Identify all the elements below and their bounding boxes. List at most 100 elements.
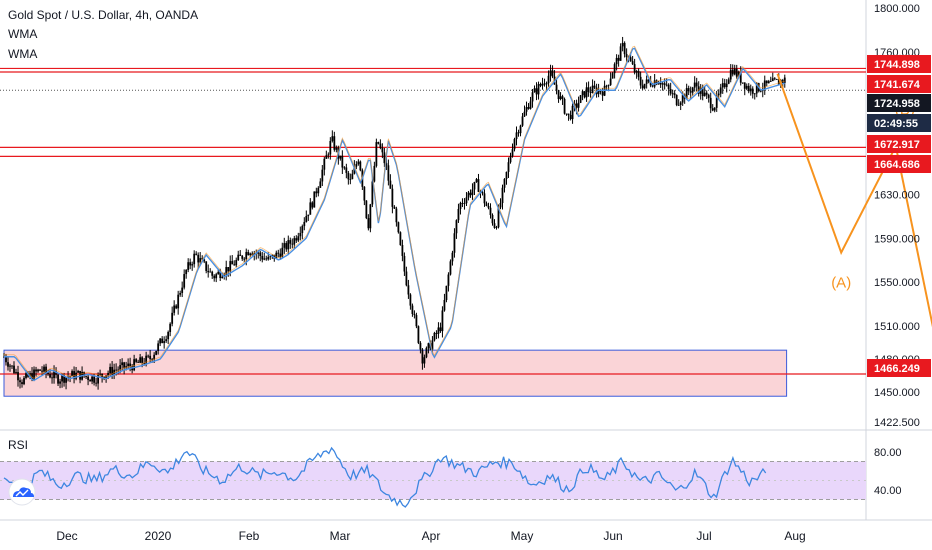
candle-body-216: [435, 332, 438, 334]
candle-body-180: [363, 186, 366, 201]
candle-body-387: [777, 79, 780, 85]
indicator-wma-2: WMA: [8, 47, 38, 61]
candle-body-111: [225, 267, 228, 275]
candle-body-91: [185, 269, 188, 275]
candle-body-1: [5, 356, 7, 363]
x-tick-label-3: Mar: [330, 529, 351, 543]
price-label-box-5: [867, 155, 931, 173]
candle-body-63: [129, 363, 132, 367]
candle-body-204: [411, 305, 414, 314]
candle-body-81: [165, 339, 168, 342]
candle-body-89: [181, 287, 184, 293]
y-tick-label-8: 1422.500: [874, 417, 920, 429]
x-tick-label-5: May: [511, 529, 534, 543]
candle-body-224: [451, 252, 454, 262]
candle-body-244: [491, 215, 494, 224]
candle-body-335: [673, 93, 676, 96]
candle-body-257: [517, 132, 520, 134]
candle-body-375: [753, 93, 756, 95]
candle-body-352: [707, 94, 710, 98]
candle-body-284: [571, 105, 574, 120]
candle-body-282: [567, 113, 570, 115]
candle-body-96: [195, 253, 198, 255]
candle-body-313: [629, 57, 632, 62]
candle-body-129: [261, 256, 264, 260]
candle-body-28: [59, 381, 61, 384]
candle-body-11: [25, 373, 27, 378]
candle-body-236: [475, 179, 478, 183]
candle-body-319: [641, 85, 644, 89]
candle-body-58: [119, 365, 122, 370]
candle-body-264: [531, 92, 534, 102]
candle-body-43: [89, 379, 91, 382]
candle-body-212: [427, 343, 430, 348]
candle-body-278: [559, 96, 562, 100]
candle-body-255: [513, 139, 516, 150]
candle-body-273: [549, 70, 552, 76]
candle-body-229: [461, 202, 464, 204]
candle-body-26: [55, 371, 57, 375]
candle-body-355: [713, 107, 716, 111]
candle-body-322: [647, 79, 650, 82]
candle-body-309: [621, 42, 624, 47]
candle-body-79: [161, 338, 164, 344]
candle-body-152: [307, 214, 310, 217]
candle-body-136: [275, 252, 278, 259]
candle-body-117: [237, 254, 240, 261]
rsi-tick-label-0: 80.00: [874, 447, 902, 459]
candle-body-18: [39, 369, 41, 371]
candle-body-40: [83, 371, 85, 377]
candle-body-283: [569, 114, 572, 120]
candle-body-332: [667, 84, 670, 90]
candle-body-107: [217, 271, 220, 275]
candle-body-125: [253, 252, 256, 256]
candle-body-100: [203, 259, 206, 262]
candle-body-191: [385, 163, 388, 166]
candle-body-187: [377, 142, 380, 144]
candle-body-378: [759, 90, 762, 92]
candle-body-181: [365, 200, 368, 219]
candle-body-202: [407, 285, 410, 295]
candle-body-172: [347, 172, 350, 180]
candle-body-52: [107, 373, 110, 376]
candle-body-228: [459, 202, 462, 209]
candle-body-86: [175, 305, 178, 309]
candle-body-112: [227, 267, 230, 272]
candle-body-365: [733, 68, 736, 75]
candle-body-234: [471, 189, 474, 196]
candle-body-346: [695, 82, 698, 87]
candle-body-103: [209, 271, 212, 273]
candle-body-157: [317, 187, 320, 194]
candle-body-105: [213, 275, 216, 279]
candle-body-364: [731, 69, 734, 75]
candle-body-235: [473, 182, 476, 190]
candle-body-195: [393, 206, 396, 209]
candle-body-248: [499, 203, 502, 208]
candle-body-207: [417, 326, 420, 343]
candle-body-308: [619, 46, 622, 61]
candle-body-243: [489, 207, 492, 216]
candle-body-206: [415, 315, 418, 327]
candle-body-8: [19, 380, 21, 383]
candle-body-80: [163, 341, 166, 344]
candle-body-314: [631, 61, 634, 65]
candle-body-376: [755, 83, 758, 94]
candle-body-321: [645, 79, 648, 84]
candle-body-21: [45, 366, 47, 373]
candle-body-196: [395, 208, 398, 223]
candle-body-288: [579, 95, 582, 103]
y-tick-label-4: 1550.000: [874, 277, 920, 289]
candle-body-164: [331, 136, 334, 141]
candle-body-25: [53, 371, 55, 379]
candle-body-222: [447, 274, 450, 286]
candle-body-358: [719, 87, 722, 94]
candle-body-232: [467, 192, 470, 198]
candle-body-256: [515, 132, 518, 140]
candle-body-142: [287, 240, 290, 250]
candle-body-211: [425, 347, 428, 358]
candle-body-286: [575, 103, 578, 108]
candle-body-349: [701, 87, 704, 97]
candle-body-104: [211, 271, 214, 276]
